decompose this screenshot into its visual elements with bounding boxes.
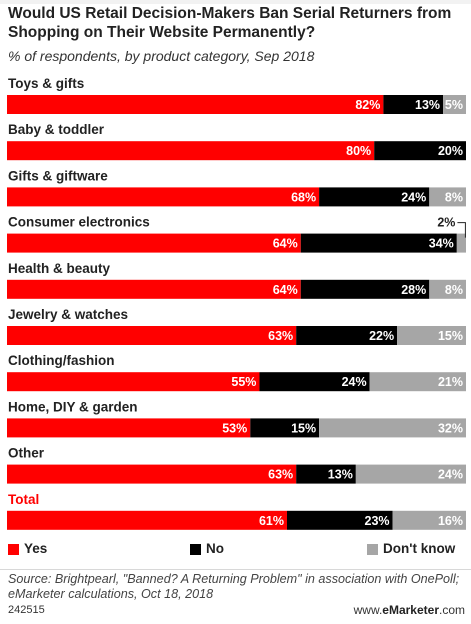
bar-no-total bbox=[286, 510, 393, 530]
bar-yes-home-diy-garden bbox=[7, 418, 251, 438]
category-label-other: Other bbox=[8, 446, 45, 461]
data-label-dont-know-gifts-giftware: 8% bbox=[445, 190, 463, 204]
bar-dont-know-consumer-electronics bbox=[456, 233, 466, 253]
data-label-no-home-diy-garden: 15% bbox=[291, 421, 316, 435]
chart-id: 242515 bbox=[8, 604, 45, 616]
data-label-no-health-beauty: 28% bbox=[401, 283, 426, 297]
bar-no-toys-gifts bbox=[383, 95, 444, 114]
category-label-baby-toddler: Baby & toddler bbox=[8, 122, 105, 137]
chart-subtitle: % of respondents, by product category, S… bbox=[8, 48, 315, 64]
legend-swatch-dont-know bbox=[367, 544, 378, 555]
data-label-no-toys-gifts: 13% bbox=[415, 98, 440, 112]
data-label-no-gifts-giftware: 24% bbox=[401, 190, 426, 204]
data-label-dont-know-home-diy-garden: 32% bbox=[438, 421, 463, 435]
data-label-no-consumer-electronics: 34% bbox=[429, 237, 454, 251]
data-label-yes-health-beauty: 64% bbox=[273, 283, 298, 297]
bar-yes-toys-gifts bbox=[7, 95, 384, 114]
data-label-dont-know-toys-gifts: 5% bbox=[445, 98, 463, 112]
bar-yes-total bbox=[7, 510, 287, 530]
callout-leader-consumer-electronics bbox=[457, 222, 466, 238]
bar-dont-know-other bbox=[355, 464, 466, 484]
legend-label-no: No bbox=[206, 541, 224, 556]
data-label-yes-baby-toddler: 80% bbox=[346, 144, 371, 158]
data-label-yes-consumer-electronics: 64% bbox=[273, 237, 298, 251]
data-label-dont-know-clothing-fashion: 21% bbox=[438, 375, 463, 389]
category-label-consumer-electronics: Consumer electronics bbox=[8, 215, 150, 230]
data-label-no-total: 23% bbox=[365, 514, 390, 528]
legend-swatch-no bbox=[190, 544, 201, 555]
data-label-dont-know-consumer-electronics: 2% bbox=[437, 216, 455, 230]
bar-yes-gifts-giftware bbox=[7, 187, 320, 207]
bar-no-baby-toddler bbox=[374, 141, 466, 161]
category-label-home-diy-garden: Home, DIY & garden bbox=[8, 399, 138, 414]
data-label-yes-total: 61% bbox=[259, 514, 284, 528]
category-label-jewelry-watches: Jewelry & watches bbox=[8, 307, 128, 322]
source-divider bbox=[0, 569, 471, 570]
category-label-clothing-fashion: Clothing/fashion bbox=[8, 353, 114, 368]
category-label-health-beauty: Health & beauty bbox=[8, 261, 111, 276]
bar-no-gifts-giftware bbox=[319, 187, 430, 207]
data-label-no-clothing-fashion: 24% bbox=[342, 375, 367, 389]
bar-dont-know-health-beauty bbox=[429, 279, 466, 299]
bar-no-consumer-electronics bbox=[300, 233, 457, 253]
legend-label-yes: Yes bbox=[24, 541, 48, 556]
bar-dont-know-jewelry-watches bbox=[397, 326, 466, 345]
category-label-total: Total bbox=[8, 492, 39, 507]
bar-no-jewelry-watches bbox=[296, 326, 398, 345]
bar-dont-know-toys-gifts bbox=[443, 95, 466, 114]
bar-no-clothing-fashion bbox=[259, 372, 370, 392]
data-label-yes-home-diy-garden: 53% bbox=[222, 421, 247, 435]
data-label-no-baby-toddler: 20% bbox=[438, 144, 463, 158]
bar-yes-consumer-electronics bbox=[7, 233, 301, 253]
bar-dont-know-gifts-giftware bbox=[429, 187, 466, 207]
bar-no-home-diy-garden bbox=[250, 418, 320, 438]
data-label-dont-know-other: 24% bbox=[438, 468, 463, 482]
data-label-yes-jewelry-watches: 63% bbox=[268, 329, 293, 343]
category-label-gifts-giftware: Gifts & giftware bbox=[8, 168, 108, 183]
bar-yes-clothing-fashion bbox=[7, 372, 260, 392]
stacked-bar-chart: Toys & gifts 82% 13% 5% Baby & toddler 80% 20%… bbox=[7, 76, 466, 530]
bar-no-other bbox=[296, 464, 356, 484]
data-label-yes-other: 63% bbox=[268, 468, 293, 482]
data-label-dont-know-total: 16% bbox=[438, 514, 463, 528]
category-label-toys-gifts: Toys & gifts bbox=[8, 76, 84, 91]
bar-no-health-beauty bbox=[300, 279, 430, 299]
top-border bbox=[0, 0, 471, 4]
data-label-yes-gifts-giftware: 68% bbox=[291, 190, 316, 204]
data-label-no-jewelry-watches: 22% bbox=[369, 329, 394, 343]
bar-yes-baby-toddler bbox=[7, 141, 375, 161]
chart-title: Would US Retail Decision-Makers Ban Seri… bbox=[8, 5, 452, 41]
bar-dont-know-total bbox=[392, 510, 466, 530]
bar-yes-other bbox=[7, 464, 297, 484]
bar-yes-jewelry-watches bbox=[7, 326, 297, 345]
brand-logo[interactable]: www.eMarketer.com bbox=[353, 603, 465, 617]
data-label-no-other: 13% bbox=[328, 468, 353, 482]
data-label-dont-know-health-beauty: 8% bbox=[445, 283, 463, 297]
data-label-yes-clothing-fashion: 55% bbox=[231, 375, 256, 389]
legend-label-dont-know: Don't know bbox=[383, 541, 456, 556]
data-label-dont-know-jewelry-watches: 15% bbox=[438, 329, 463, 343]
bar-yes-health-beauty bbox=[7, 279, 301, 299]
legend-swatch-yes bbox=[8, 544, 19, 555]
source-note: Source: Brightpearl, "Banned? A Returnin… bbox=[8, 572, 460, 601]
data-label-yes-toys-gifts: 82% bbox=[355, 98, 380, 112]
bar-dont-know-home-diy-garden bbox=[319, 418, 466, 438]
bar-dont-know-clothing-fashion bbox=[369, 372, 466, 392]
